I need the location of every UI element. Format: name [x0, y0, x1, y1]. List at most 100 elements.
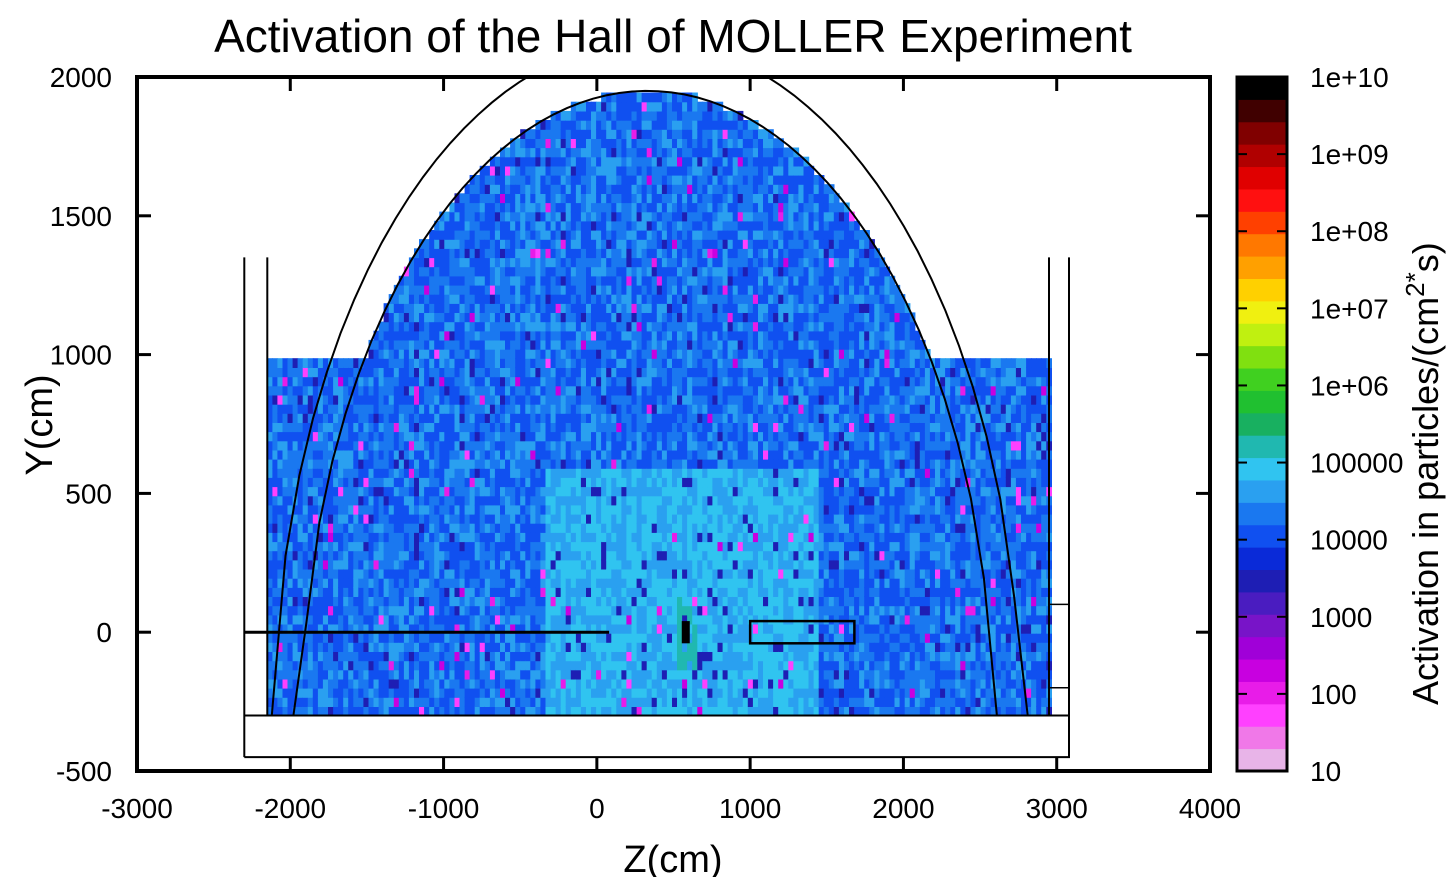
heatmap-cell	[570, 248, 577, 259]
heatmap-cell	[505, 422, 511, 433]
heatmap-cell	[292, 614, 299, 625]
heatmap-cell	[666, 559, 673, 570]
heatmap-cell	[520, 376, 526, 387]
heatmap-cell	[606, 239, 612, 249]
heatmap-cell	[408, 513, 415, 524]
heatmap-cell	[601, 578, 607, 588]
heatmap-cell	[312, 394, 319, 405]
heatmap-cell	[368, 605, 375, 616]
heatmap-cell	[591, 440, 597, 451]
heatmap-cell	[363, 367, 370, 378]
heatmap-cell	[317, 660, 324, 671]
heatmap-cell	[520, 266, 526, 277]
heatmap-cell	[550, 376, 557, 387]
heatmap-cell	[646, 614, 653, 625]
heatmap-cell	[277, 504, 284, 515]
heatmap-cell	[378, 605, 385, 616]
heatmap-cell	[459, 431, 466, 442]
heatmap-cell	[494, 468, 501, 478]
heatmap-cell	[596, 486, 602, 497]
heatmap-cell	[383, 513, 390, 524]
heatmap-cell	[322, 559, 329, 570]
heatmap-cell	[661, 614, 668, 625]
heatmap-cell	[439, 459, 445, 469]
heatmap-cell	[601, 220, 607, 231]
heatmap-cell	[419, 523, 425, 533]
heatmap-cell	[348, 605, 354, 616]
heatmap-cell	[651, 568, 658, 579]
heatmap-cell	[520, 193, 526, 204]
heatmap-cell	[439, 394, 445, 405]
heatmap-cell	[449, 202, 456, 213]
heatmap-cell	[464, 596, 471, 607]
heatmap-cell	[272, 568, 279, 579]
heatmap-cell	[530, 523, 536, 533]
heatmap-cell	[363, 449, 370, 460]
heatmap-cell	[297, 440, 304, 451]
heatmap-cell	[626, 642, 633, 652]
heatmap-cell	[459, 642, 466, 652]
heatmap-cell	[272, 468, 279, 478]
heatmap-cell	[338, 605, 344, 616]
heatmap-cell	[596, 413, 602, 423]
heatmap-cell	[535, 165, 542, 176]
heatmap-cell	[398, 284, 405, 295]
heatmap-cell	[641, 266, 648, 277]
heatmap-cell	[677, 394, 683, 405]
heatmap-cell	[393, 678, 400, 689]
heatmap-cell	[398, 596, 405, 607]
heatmap-cell	[586, 110, 592, 121]
heatmap-cell	[338, 614, 344, 625]
heatmap-cell	[439, 596, 445, 607]
heatmap-cell	[591, 660, 597, 671]
heatmap-cell	[474, 550, 481, 561]
heatmap-cell	[530, 706, 536, 717]
heatmap-cell	[545, 440, 552, 451]
heatmap-cell	[424, 550, 430, 561]
heatmap-cell	[312, 623, 319, 634]
heatmap-cell	[419, 706, 425, 717]
heatmap-cell	[408, 688, 415, 698]
heatmap-cell	[505, 642, 511, 652]
heatmap-cell	[287, 678, 294, 689]
heatmap-cell	[636, 120, 643, 130]
heatmap-cell	[322, 587, 329, 597]
heatmap-cell	[677, 120, 683, 130]
heatmap-cell	[712, 367, 719, 378]
heatmap-cell	[545, 477, 552, 488]
heatmap-cell	[555, 504, 562, 515]
heatmap-cell	[338, 532, 344, 543]
heatmap-cell	[707, 633, 714, 643]
heatmap-cell	[353, 688, 359, 698]
heatmap-cell	[459, 477, 466, 488]
heatmap-cell	[408, 587, 415, 597]
heatmap-cell	[530, 422, 536, 433]
heatmap-cell	[312, 706, 319, 717]
heatmap-cell	[646, 404, 653, 414]
heatmap-cell	[611, 422, 617, 433]
heatmap-cell	[494, 660, 501, 671]
heatmap-cell	[267, 623, 273, 634]
heatmap-cell	[515, 559, 521, 570]
heatmap-cell	[287, 358, 294, 368]
heatmap-cell	[307, 678, 314, 689]
heatmap-cell	[277, 642, 284, 652]
heatmap-cell	[272, 523, 279, 533]
heatmap-cell	[419, 623, 425, 634]
heatmap-cell	[550, 339, 557, 350]
heatmap-cell	[439, 330, 445, 341]
heatmap-cell	[343, 541, 349, 552]
heatmap-cell	[540, 211, 547, 222]
heatmap-cell	[494, 339, 501, 350]
heatmap-cell	[626, 284, 633, 295]
heatmap-cell	[530, 129, 536, 139]
heatmap-cell	[489, 688, 496, 698]
heatmap-cell	[596, 110, 602, 121]
heatmap-cell	[520, 367, 526, 378]
heatmap-cell	[540, 431, 547, 442]
heatmap-cell	[272, 706, 279, 717]
heatmap-cell	[505, 504, 511, 515]
heatmap-cell	[500, 367, 506, 378]
heatmap-cell	[626, 697, 633, 707]
heatmap-cell	[530, 330, 536, 341]
